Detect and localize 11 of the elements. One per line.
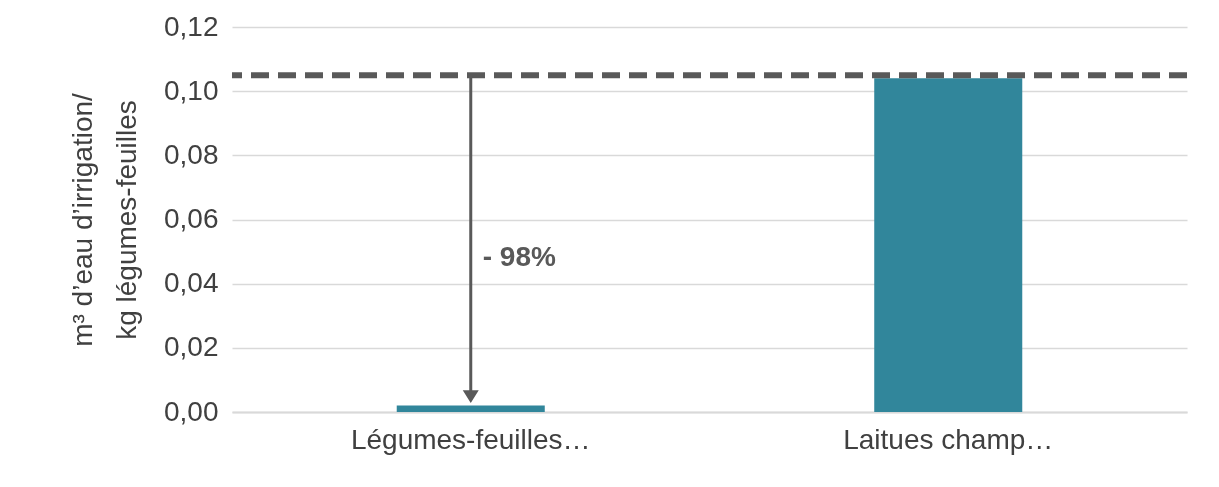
y-tick-label: 0,02: [164, 331, 219, 363]
y-tick-label: 0,12: [164, 10, 219, 42]
x-tick-label: Légumes-feuilles…: [350, 423, 591, 455]
x-tick-label: Laitues champ…: [843, 423, 1054, 455]
y-tick-label: 0,06: [164, 203, 219, 234]
y-axis-title: m³ d’eau d’irrigation/ kg légumes-feuilles: [67, 92, 142, 347]
y-tick-label: 0,10: [164, 74, 219, 106]
annotation: - 98%: [482, 241, 556, 273]
y-tick-label: 0,04: [164, 267, 219, 299]
y-tick-label: 0,00: [164, 395, 219, 427]
y-tick-label: 0,08: [164, 138, 219, 170]
